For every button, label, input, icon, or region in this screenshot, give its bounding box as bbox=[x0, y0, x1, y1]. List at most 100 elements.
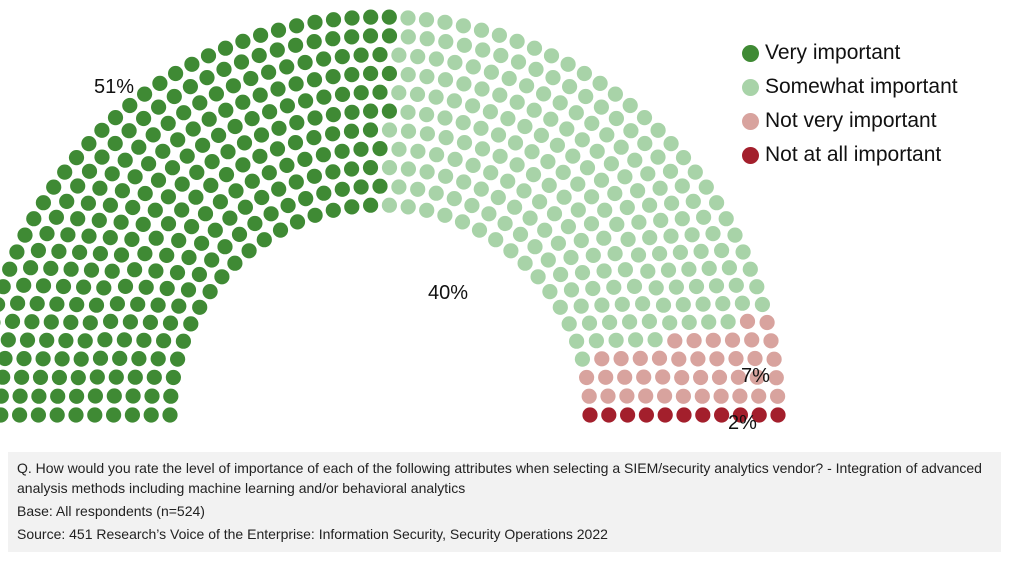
dot-somewhat-important bbox=[560, 56, 576, 72]
data-label-very-important: 51% bbox=[94, 76, 135, 98]
dot-somewhat-important bbox=[428, 89, 444, 105]
dot-not-very-important bbox=[766, 351, 782, 367]
dot-very-important bbox=[363, 65, 379, 82]
dot-very-important bbox=[0, 297, 6, 312]
dot-very-important bbox=[106, 407, 122, 423]
dot-very-important bbox=[68, 407, 84, 423]
dot-very-important bbox=[16, 277, 32, 293]
dot-somewhat-important bbox=[714, 242, 730, 259]
dot-not-very-important bbox=[632, 350, 648, 366]
dot-very-important bbox=[297, 54, 313, 71]
dot-somewhat-important bbox=[594, 297, 610, 313]
dot-not-very-important bbox=[600, 388, 616, 404]
dot-very-important bbox=[137, 185, 153, 202]
dot-very-important bbox=[150, 172, 167, 188]
dot-very-important bbox=[287, 135, 304, 151]
dot-very-important bbox=[271, 181, 287, 197]
dot-very-important bbox=[104, 263, 120, 279]
dot-not-very-important bbox=[744, 332, 760, 348]
dot-somewhat-important bbox=[517, 255, 533, 271]
dot-very-important bbox=[170, 351, 186, 367]
dot-not-very-important bbox=[739, 313, 756, 329]
dot-somewhat-important bbox=[685, 193, 701, 209]
dot-very-important bbox=[181, 249, 197, 266]
dot-not-very-important bbox=[617, 369, 633, 385]
dot-somewhat-important bbox=[589, 143, 605, 159]
dot-very-important bbox=[199, 70, 215, 86]
dot-not-very-important bbox=[598, 369, 614, 385]
dot-very-important bbox=[256, 232, 272, 248]
dot-somewhat-important bbox=[640, 263, 656, 279]
dot-somewhat-important bbox=[527, 239, 543, 255]
dot-very-important bbox=[182, 79, 198, 95]
data-label-not-very-important: 7% bbox=[741, 365, 770, 387]
dot-somewhat-important bbox=[693, 243, 709, 259]
dot-very-important bbox=[334, 181, 350, 197]
dot-somewhat-important bbox=[581, 315, 598, 331]
dot-somewhat-important bbox=[701, 260, 717, 276]
dot-very-important bbox=[211, 127, 227, 143]
dot-somewhat-important bbox=[550, 235, 567, 251]
dot-somewhat-important bbox=[497, 215, 513, 232]
dot-very-important bbox=[344, 199, 360, 215]
dot-very-important bbox=[24, 314, 40, 330]
dot-not-very-important bbox=[636, 369, 652, 385]
dot-very-important bbox=[263, 206, 279, 222]
dot-not-very-important bbox=[732, 388, 748, 404]
dot-somewhat-important bbox=[663, 228, 679, 244]
data-label-somewhat-important: 40% bbox=[428, 282, 469, 304]
dot-very-important bbox=[325, 107, 341, 123]
dot-somewhat-important bbox=[456, 76, 472, 92]
dot-very-important bbox=[136, 110, 152, 127]
dot-somewhat-important bbox=[542, 284, 558, 300]
dot-not-very-important bbox=[690, 351, 706, 367]
dot-not-at-all-important bbox=[751, 407, 767, 423]
dot-somewhat-important bbox=[541, 177, 557, 193]
dot-somewhat-important bbox=[728, 277, 744, 293]
dot-very-important bbox=[117, 278, 134, 294]
dot-somewhat-important bbox=[428, 185, 444, 201]
dot-very-important bbox=[94, 149, 110, 165]
dot-somewhat-important bbox=[593, 99, 610, 115]
dot-very-important bbox=[325, 202, 341, 218]
dot-very-important bbox=[26, 211, 42, 227]
dot-very-important bbox=[192, 299, 208, 315]
dot-very-important bbox=[362, 160, 379, 176]
dot-very-important bbox=[204, 252, 220, 268]
dot-very-important bbox=[70, 370, 86, 386]
dot-somewhat-important bbox=[573, 232, 589, 249]
dot-somewhat-important bbox=[549, 137, 566, 153]
dot-somewhat-important bbox=[636, 110, 653, 126]
dot-very-important bbox=[2, 261, 18, 277]
dot-not-at-all-important bbox=[695, 407, 711, 423]
dot-very-important bbox=[10, 295, 26, 311]
dot-very-important bbox=[112, 350, 128, 366]
dot-somewhat-important bbox=[501, 70, 517, 87]
dot-somewhat-important bbox=[607, 185, 623, 202]
dot-somewhat-important bbox=[391, 85, 407, 101]
dot-not-very-important bbox=[579, 369, 595, 386]
dot-very-important bbox=[87, 407, 103, 423]
dot-somewhat-important bbox=[608, 332, 624, 348]
dot-very-important bbox=[269, 141, 286, 157]
dot-somewhat-important bbox=[474, 141, 491, 157]
dot-somewhat-important bbox=[419, 31, 435, 47]
dot-very-important bbox=[127, 369, 143, 385]
dot-somewhat-important bbox=[491, 27, 507, 43]
dot-somewhat-important bbox=[570, 176, 586, 192]
dot-somewhat-important bbox=[483, 64, 499, 80]
dot-very-important bbox=[130, 296, 146, 312]
dot-somewhat-important bbox=[662, 163, 679, 179]
dot-very-important bbox=[171, 232, 187, 249]
dot-somewhat-important bbox=[718, 211, 734, 227]
dot-very-important bbox=[49, 296, 65, 312]
dot-not-very-important bbox=[711, 369, 728, 385]
dot-somewhat-important bbox=[381, 197, 397, 213]
dot-somewhat-important bbox=[559, 121, 575, 137]
dot-very-important bbox=[97, 332, 113, 348]
dot-somewhat-important bbox=[419, 164, 435, 180]
dot-somewhat-important bbox=[553, 266, 569, 283]
dot-somewhat-important bbox=[543, 111, 559, 127]
dot-very-important bbox=[252, 87, 268, 103]
dot-somewhat-important bbox=[662, 315, 678, 331]
